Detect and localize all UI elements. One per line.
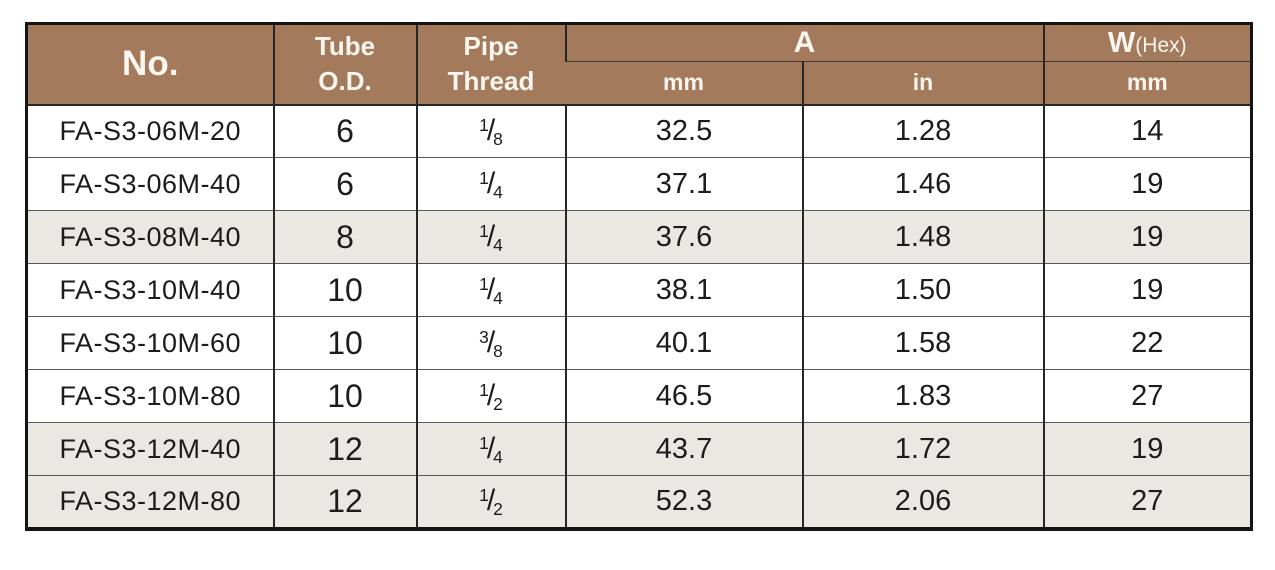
cell-a-in: 1.83	[801, 369, 1044, 423]
cell-tube-od: 12	[272, 475, 417, 529]
cell-pipe-thread: 1/2	[415, 475, 566, 529]
table-row: FA-S3-12M-40 12 1/4 43.7 1.72 19	[26, 422, 1252, 476]
cell-a-in: 1.58	[801, 316, 1044, 370]
cell-a-in: 1.46	[801, 157, 1044, 211]
table-row: FA-S3-06M-40 6 1/4 37.1 1.46 19	[26, 157, 1252, 211]
cell-w-mm: 19	[1042, 422, 1252, 476]
cell-no: FA-S3-12M-80	[26, 475, 274, 529]
cell-pipe-thread: 1/4	[415, 422, 566, 476]
cell-tube-od: 8	[272, 210, 417, 264]
cell-a-in: 1.28	[801, 103, 1044, 158]
table-row: FA-S3-10M-40 10 1/4 38.1 1.50 19	[26, 263, 1252, 317]
cell-a-in: 1.50	[801, 263, 1044, 317]
header-tube-od: Tube O.D.	[272, 23, 417, 105]
table-row: FA-S3-10M-60 10 3/8 40.1 1.58 22	[26, 316, 1252, 370]
cell-tube-od: 6	[272, 157, 417, 211]
cell-a-mm: 37.1	[564, 157, 803, 211]
cell-no: FA-S3-10M-60	[26, 316, 274, 370]
table-row: FA-S3-12M-80 12 1/2 52.3 2.06 27	[26, 475, 1252, 529]
cell-tube-od: 10	[272, 263, 417, 317]
cell-no: FA-S3-06M-40	[26, 157, 274, 211]
cell-a-in: 1.48	[801, 210, 1044, 264]
cell-tube-od: 10	[272, 369, 417, 423]
cell-a-mm: 40.1	[564, 316, 803, 370]
cell-w-mm: 27	[1042, 369, 1252, 423]
header-row-units: mm in mm	[27, 61, 1252, 105]
cell-a-mm: 43.7	[564, 422, 803, 476]
cell-a-mm: 46.5	[564, 369, 803, 423]
header-w-hex: W(Hex)	[1042, 23, 1252, 62]
cell-w-mm: 27	[1042, 475, 1252, 529]
cell-a-mm: 52.3	[564, 475, 803, 529]
cell-a-mm: 38.1	[564, 263, 803, 317]
cell-w-mm: 19	[1042, 157, 1252, 211]
header-pipe-thread: Pipe Thread	[415, 23, 566, 105]
table-row: FA-S3-10M-80 10 1/2 46.5 1.83 27	[26, 369, 1252, 423]
cell-w-mm: 19	[1042, 263, 1252, 317]
table-row: FA-S3-08M-40 8 1/4 37.6 1.48 19	[26, 210, 1252, 264]
cell-pipe-thread: 1/4	[415, 263, 566, 317]
header-w-mm: mm	[1042, 61, 1252, 105]
cell-pipe-thread: 1/4	[415, 210, 566, 264]
header-a-in: in	[801, 61, 1044, 105]
fittings-spec-table: No. Tube O.D. Pipe Thread A W(Hex) mm in…	[25, 22, 1254, 531]
cell-pipe-thread: 1/2	[415, 369, 566, 423]
cell-tube-od: 10	[272, 316, 417, 370]
cell-w-mm: 22	[1042, 316, 1252, 370]
header-a: A	[564, 23, 1044, 62]
cell-pipe-thread: 3/8	[415, 316, 566, 370]
cell-w-mm: 19	[1042, 210, 1252, 264]
cell-no: FA-S3-08M-40	[26, 210, 274, 264]
cell-a-mm: 37.6	[564, 210, 803, 264]
table-row: FA-S3-06M-20 6 1/8 32.5 1.28 14	[26, 103, 1252, 158]
header-a-mm: mm	[565, 61, 803, 105]
cell-no: FA-S3-10M-80	[26, 369, 274, 423]
header-hex-label: (Hex)	[1135, 33, 1187, 57]
cell-pipe-thread: 1/4	[415, 157, 566, 211]
cell-tube-od: 6	[272, 103, 417, 158]
header-no: No.	[26, 23, 274, 105]
cell-no: FA-S3-10M-40	[26, 263, 274, 317]
header-row-top: No. Tube O.D. Pipe Thread A W(Hex)	[26, 23, 1252, 105]
cell-a-mm: 32.5	[564, 103, 803, 158]
header-w-label: W	[1107, 26, 1136, 59]
cell-no: FA-S3-12M-40	[26, 422, 274, 476]
cell-a-in: 2.06	[801, 475, 1044, 529]
cell-w-mm: 14	[1042, 103, 1252, 158]
cell-tube-od: 12	[272, 422, 417, 476]
cell-pipe-thread: 1/8	[415, 103, 566, 158]
cell-a-in: 1.72	[801, 422, 1044, 476]
cell-no: FA-S3-06M-20	[26, 103, 274, 158]
